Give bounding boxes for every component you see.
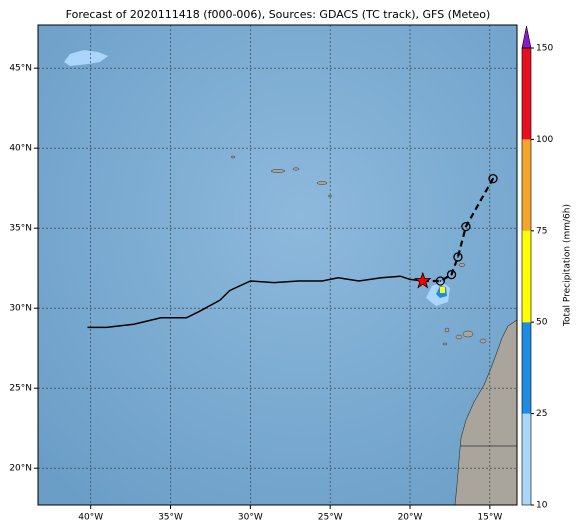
y-tick-label: 20°N [9, 464, 32, 474]
colorbar-tick-label: 75 [536, 226, 547, 236]
x-tick-label: 15°W [477, 513, 502, 523]
colorbar-tick-label: 10 [536, 501, 548, 511]
x-tick-label: 20°W [398, 513, 423, 523]
forecast-point-center [465, 225, 467, 228]
forecast-point-center [450, 273, 453, 276]
current-position [414, 271, 432, 289]
precip-area [64, 50, 108, 66]
africa-land [454, 319, 517, 505]
forecast-point [488, 173, 498, 184]
x-tick-label: 35°W [158, 513, 183, 523]
colorbar-tick-label: 50 [536, 318, 548, 328]
colorbar-segment [522, 48, 531, 140]
colorbar-tick-label: 100 [536, 135, 553, 145]
y-tick-label: 35°N [9, 224, 32, 234]
colorbar-tick-label: 25 [536, 409, 547, 419]
x-tick-label: 30°W [238, 513, 263, 523]
x-tick-label: 40°W [78, 513, 103, 523]
colorbar-segment [522, 413, 531, 505]
colorbar-segment [522, 139, 531, 231]
forecast-point [446, 269, 457, 280]
y-tick-label: 40°N [9, 144, 32, 154]
forecast-point [461, 221, 471, 232]
colorbar-frame [521, 47, 532, 506]
colorbar-segment [522, 230, 531, 323]
forecast-point-center [492, 177, 494, 180]
sea [38, 25, 517, 505]
x-tick-label: 25°W [318, 513, 343, 523]
forecast-point-center [439, 280, 442, 282]
forecast-point-center [457, 256, 459, 258]
colorbar-segment [522, 322, 531, 414]
colorbar-extension [521, 25, 532, 49]
forecast-point [435, 276, 446, 286]
forecast-point [453, 252, 463, 262]
colorbar-label: Total Precipitation (mm/6h) [563, 204, 573, 327]
forecast-track [422, 178, 494, 283]
precip-area [440, 287, 445, 293]
map-frame [37, 24, 518, 506]
map-title: Forecast of 2020111418 (f000-006), Sourc… [66, 8, 491, 21]
observed-track [87, 275, 423, 329]
map-area [38, 25, 517, 505]
colorbar-tick-label: 150 [536, 44, 553, 54]
y-tick-label: 25°N [9, 384, 32, 394]
y-tick-label: 30°N [9, 304, 32, 314]
y-tick-label: 45°N [9, 64, 32, 74]
